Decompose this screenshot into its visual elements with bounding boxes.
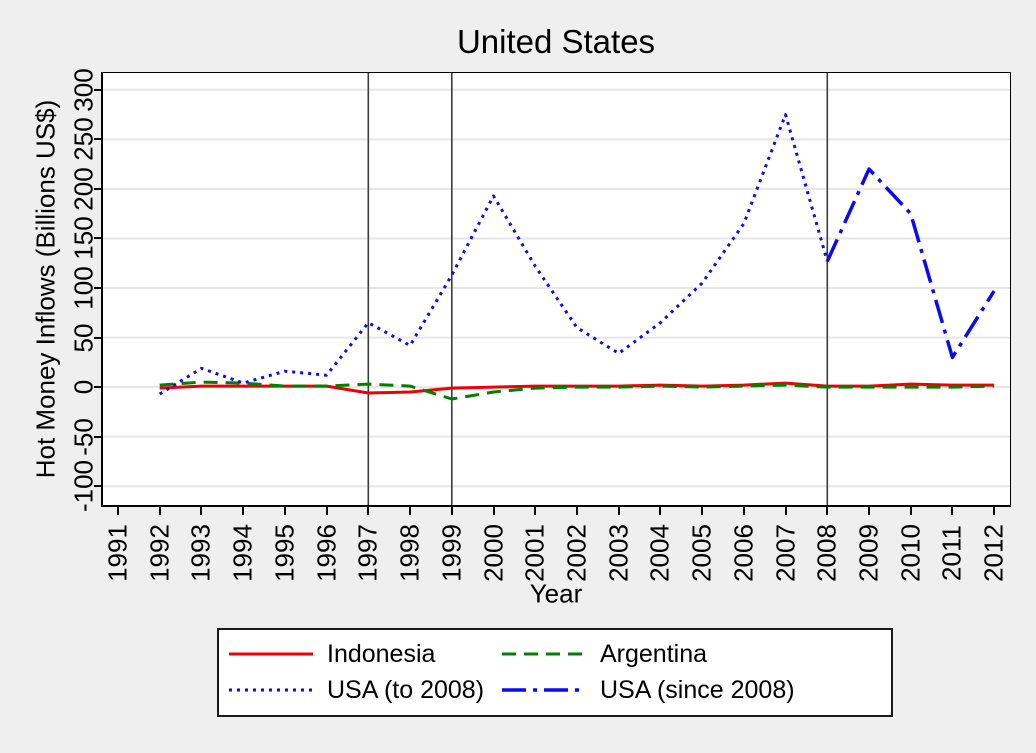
- x-tick-label-1999: 1999: [436, 524, 467, 582]
- x-tick-2004: [659, 505, 662, 515]
- x-axis-title: Year: [529, 578, 583, 609]
- x-tick-label-1995: 1995: [269, 524, 300, 582]
- x-tick-label-1991: 1991: [102, 524, 133, 582]
- legend-line-sample: [502, 652, 586, 656]
- y-tick--100: [94, 485, 101, 488]
- plot-area: [101, 72, 1011, 507]
- series-line-argentina: [159, 380, 995, 401]
- x-tick-label-2000: 2000: [478, 524, 508, 582]
- y-tick-label-0: 0: [68, 379, 99, 395]
- x-tick-1998: [409, 505, 412, 515]
- x-tick-1995: [283, 505, 286, 515]
- y-tick--50: [94, 435, 101, 438]
- legend-item-usa-to-2008: USA (to 2008): [219, 672, 492, 708]
- x-tick-label-2004: 2004: [644, 524, 675, 582]
- y-tick-label-50: 50: [68, 323, 99, 353]
- legend: Indonesia Argentina USA (to 2008) USA (sinc…: [217, 628, 893, 717]
- x-tick-1994: [242, 505, 245, 515]
- x-tick-1997: [367, 505, 370, 515]
- x-tick-label-1996: 1996: [311, 524, 342, 582]
- x-tick-2009: [867, 505, 870, 515]
- x-tick-label-2003: 2003: [603, 524, 634, 582]
- series-line-usa-since-2008: [825, 167, 996, 360]
- y-tick-0: [94, 386, 101, 389]
- y-tick-50: [94, 336, 101, 339]
- x-tick-label-1997: 1997: [352, 524, 383, 582]
- legend-item-usa-since-2008: USA (since 2008): [492, 672, 891, 708]
- legend-line-sample: [502, 688, 586, 692]
- y-tick-label-100: 100: [68, 266, 99, 310]
- x-tick-2006: [742, 505, 745, 515]
- y-tick-300: [94, 88, 101, 91]
- x-tick-2010: [909, 505, 912, 515]
- x-tick-2002: [575, 505, 578, 515]
- y-tick-label--50: -50: [68, 417, 99, 456]
- x-tick-label-1993: 1993: [185, 524, 216, 582]
- legend-label: USA (to 2008): [327, 675, 485, 704]
- legend-label: USA (since 2008): [600, 675, 795, 704]
- x-tick-label-2012: 2012: [978, 524, 1009, 582]
- legend-grid: Indonesia Argentina USA (to 2008) USA (sinc…: [219, 636, 891, 708]
- x-tick-label-1992: 1992: [144, 524, 175, 582]
- x-tick-label-2008: 2008: [811, 524, 842, 582]
- x-tick-2012: [993, 505, 996, 515]
- y-tick-label-150: 150: [68, 216, 99, 261]
- x-tick-label-2011: 2011: [936, 525, 967, 581]
- legend-item-argentina: Argentina: [492, 636, 891, 672]
- y-axis-title: Hot Money Inflows (Billions US$): [30, 99, 61, 479]
- legend-item-indonesia: Indonesia: [219, 636, 492, 672]
- x-tick-label-2002: 2002: [561, 524, 592, 582]
- x-tick-1992: [158, 505, 161, 515]
- x-tick-1991: [117, 505, 120, 515]
- x-tick-2005: [701, 505, 704, 515]
- x-tick-label-2009: 2009: [853, 524, 884, 582]
- x-tick-label-2010: 2010: [895, 524, 926, 582]
- x-tick-label-1994: 1994: [227, 524, 258, 582]
- y-tick-250: [94, 138, 101, 141]
- x-tick-1996: [325, 505, 328, 515]
- x-tick-1993: [200, 505, 203, 515]
- legend-label: Argentina: [600, 639, 708, 668]
- plot-canvas: [103, 73, 1010, 505]
- series-line-usa-to-2008: [158, 113, 829, 396]
- y-tick-label-300: 300: [68, 68, 99, 112]
- x-tick-1999: [450, 505, 453, 515]
- y-tick-label-200: 200: [68, 167, 99, 211]
- y-tick-150: [94, 237, 101, 240]
- x-tick-label-1998: 1998: [394, 524, 425, 582]
- x-tick-2001: [534, 505, 537, 515]
- x-tick-2000: [492, 505, 495, 515]
- x-tick-label-2006: 2006: [728, 524, 759, 582]
- y-tick-label--100: -100: [68, 460, 99, 513]
- x-tick-label-2005: 2005: [686, 524, 717, 582]
- legend-label: Indonesia: [327, 639, 436, 668]
- x-tick-2003: [617, 505, 620, 515]
- legend-line-sample: [229, 652, 313, 656]
- y-tick-100: [94, 287, 101, 289]
- chart-title: United States: [456, 23, 656, 60]
- legend-line-sample: [229, 688, 313, 692]
- x-tick-label-2007: 2007: [770, 524, 801, 582]
- y-tick-label-250: 250: [68, 117, 99, 162]
- y-tick-200: [94, 187, 101, 190]
- x-tick-2007: [784, 505, 787, 515]
- x-tick-2011: [951, 505, 954, 515]
- x-tick-label-2001: 2001: [519, 524, 550, 582]
- x-tick-2008: [826, 505, 829, 515]
